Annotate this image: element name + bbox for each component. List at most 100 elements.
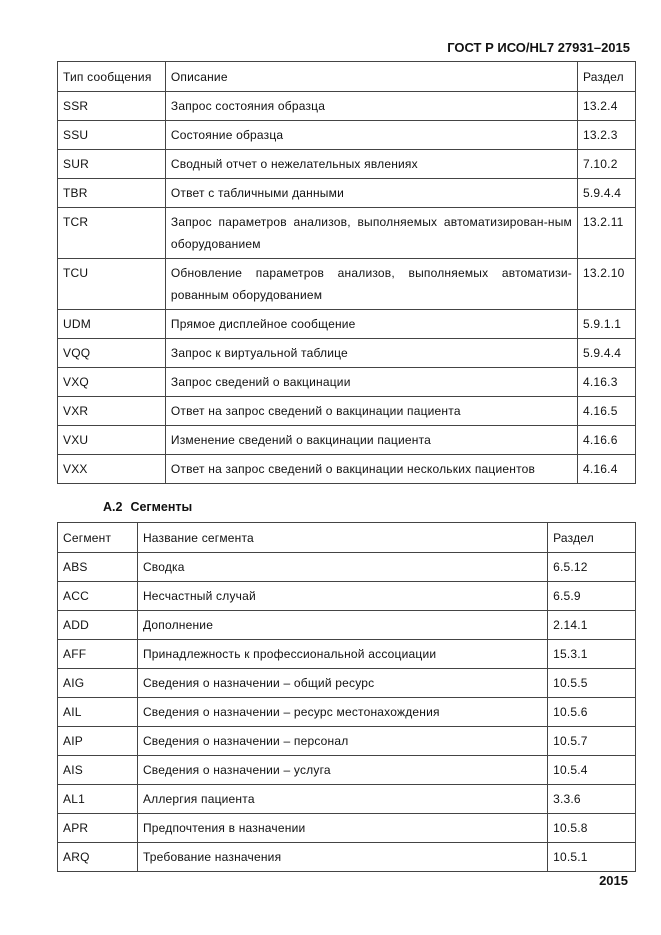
cell-description: Запрос к виртуальной таблице [164, 338, 579, 368]
cell-section: 5.9.4.4 [577, 338, 636, 368]
cell-code: TBR [57, 178, 166, 208]
column-header: Раздел [577, 61, 636, 92]
cell-description: Сводный отчет о нежелательных явлениях [164, 149, 579, 179]
table-row: AIG Сведения о назначении – общий ресурс 1… [57, 668, 636, 698]
section-number: А.2 [103, 500, 123, 514]
cell-description: Ответ с табличными данными [164, 178, 579, 208]
cell-description: Несчастный случай [136, 581, 549, 611]
table-row: UDM Прямое дисплейное сообщение 5.9.1.1 [57, 309, 636, 339]
cell-section: 6.5.9 [547, 581, 636, 611]
table-row: AL1 Аллергия пациента 3.3.6 [57, 784, 636, 814]
cell-code: TCU [57, 258, 166, 310]
cell-section: 5.9.4.4 [577, 178, 636, 208]
cell-code: UDM [57, 309, 166, 339]
cell-description: Сведения о назначении – общий ресурс [136, 668, 549, 698]
message-types-table: Тип сообщения Описание Раздел SSR Запрос … [57, 61, 636, 484]
cell-description: Сводка [136, 552, 549, 582]
cell-section: 13.2.11 [577, 207, 636, 259]
cell-code: SSR [57, 91, 166, 121]
cell-section: 4.16.3 [577, 367, 636, 397]
cell-description: Дополнение [136, 610, 549, 640]
cell-section: 4.16.4 [577, 454, 636, 484]
cell-code: VQQ [57, 338, 166, 368]
table-row: SUR Сводный отчет о нежелательных явления… [57, 149, 636, 179]
column-header: Тип сообщения [57, 61, 166, 92]
cell-section: 3.3.6 [547, 784, 636, 814]
table-row: VQQ Запрос к виртуальной таблице 5.9.4.4 [57, 338, 636, 368]
table-row: TBR Ответ с табличными данными 5.9.4.4 [57, 178, 636, 208]
column-header: Описание [164, 61, 579, 92]
table-row: VXX Ответ на запрос сведений о вакцинации… [57, 454, 636, 484]
cell-section: 10.5.6 [547, 697, 636, 727]
table-row: AIS Сведения о назначении – услуга 10.5.4 [57, 755, 636, 785]
cell-description: Изменение сведений о вакцинации пациента [164, 425, 579, 455]
cell-code: TCR [57, 207, 166, 259]
cell-description: Сведения о назначении – услуга [136, 755, 549, 785]
cell-description: Требование назначения [136, 842, 549, 872]
section-title: Сегменты [130, 500, 193, 514]
table-row: AIL Сведения о назначении – ресурс местон… [57, 697, 636, 727]
cell-description: Принадлежность к профессиональной ассоци… [136, 639, 549, 669]
cell-description: Сведения о назначении – персонал [136, 726, 549, 756]
cell-code: ABS [57, 552, 138, 582]
table-row: SSR Запрос состояния образца 13.2.4 [57, 91, 636, 121]
cell-code: SSU [57, 120, 166, 150]
cell-code: ACC [57, 581, 138, 611]
table-row: VXQ Запрос сведений о вакцинации 4.16.3 [57, 367, 636, 397]
cell-section: 10.5.4 [547, 755, 636, 785]
cell-code: ARQ [57, 842, 138, 872]
cell-section: 15.3.1 [547, 639, 636, 669]
cell-section: 5.9.1.1 [577, 309, 636, 339]
column-header: Раздел [547, 522, 636, 553]
cell-code: ADD [57, 610, 138, 640]
cell-code: AIG [57, 668, 138, 698]
cell-code: AIS [57, 755, 138, 785]
table-row: ABS Сводка 6.5.12 [57, 552, 636, 582]
cell-section: 7.10.2 [577, 149, 636, 179]
cell-code: AIP [57, 726, 138, 756]
cell-code: SUR [57, 149, 166, 179]
cell-code: VXU [57, 425, 166, 455]
cell-section: 6.5.12 [547, 552, 636, 582]
table-row: ACC Несчастный случай 6.5.9 [57, 581, 636, 611]
table-row: AFF Принадлежность к профессиональной асс… [57, 639, 636, 669]
cell-code: VXQ [57, 367, 166, 397]
document-header: ГОСТ Р ИСО/HL7 27931–2015 [447, 40, 630, 55]
table-header-row: Сегмент Название сегмента Раздел [57, 522, 636, 553]
cell-section: 2.14.1 [547, 610, 636, 640]
cell-description: Запрос сведений о вакцинации [164, 367, 579, 397]
cell-description: Прямое дисплейное сообщение [164, 309, 579, 339]
cell-section: 13.2.10 [577, 258, 636, 310]
section-heading: А.2 Сегменты [103, 500, 200, 514]
table-row: VXR Ответ на запрос сведений о вакцинации… [57, 396, 636, 426]
table-row: APR Предпочтения в назначении 10.5.8 [57, 813, 636, 843]
page-number: 2015 [599, 873, 628, 888]
cell-description: Аллергия пациента [136, 784, 549, 814]
cell-section: 10.5.5 [547, 668, 636, 698]
table-row: SSU Состояние образца 13.2.3 [57, 120, 636, 150]
table-row: ARQ Требование назначения 10.5.1 [57, 842, 636, 872]
cell-section: 13.2.4 [577, 91, 636, 121]
cell-code: AFF [57, 639, 138, 669]
cell-description: Состояние образца [164, 120, 579, 150]
cell-code: VXX [57, 454, 166, 484]
column-header: Название сегмента [136, 522, 549, 553]
cell-description: Ответ на запрос сведений о вакцинации па… [164, 396, 579, 426]
cell-description: Обновление параметров анализов, выполняе… [164, 258, 579, 310]
cell-description: Ответ на запрос сведений о вакцинации не… [164, 454, 579, 484]
segments-table: Сегмент Название сегмента Раздел ABS Свод… [57, 522, 636, 872]
table-row: TCU Обновление параметров анализов, выпол… [57, 258, 636, 310]
table-row: TCR Запрос параметров анализов, выполняем… [57, 207, 636, 259]
cell-section: 10.5.1 [547, 842, 636, 872]
column-header: Сегмент [57, 522, 138, 553]
cell-section: 4.16.6 [577, 425, 636, 455]
cell-code: AIL [57, 697, 138, 727]
cell-section: 10.5.7 [547, 726, 636, 756]
table-row: AIP Сведения о назначении – персонал 10.5.… [57, 726, 636, 756]
cell-code: AL1 [57, 784, 138, 814]
table-row: VXU Изменение сведений о вакцинации пацие… [57, 425, 636, 455]
cell-section: 10.5.8 [547, 813, 636, 843]
table-header-row: Тип сообщения Описание Раздел [57, 61, 636, 92]
cell-description: Запрос параметров анализов, выполняемых … [164, 207, 579, 259]
